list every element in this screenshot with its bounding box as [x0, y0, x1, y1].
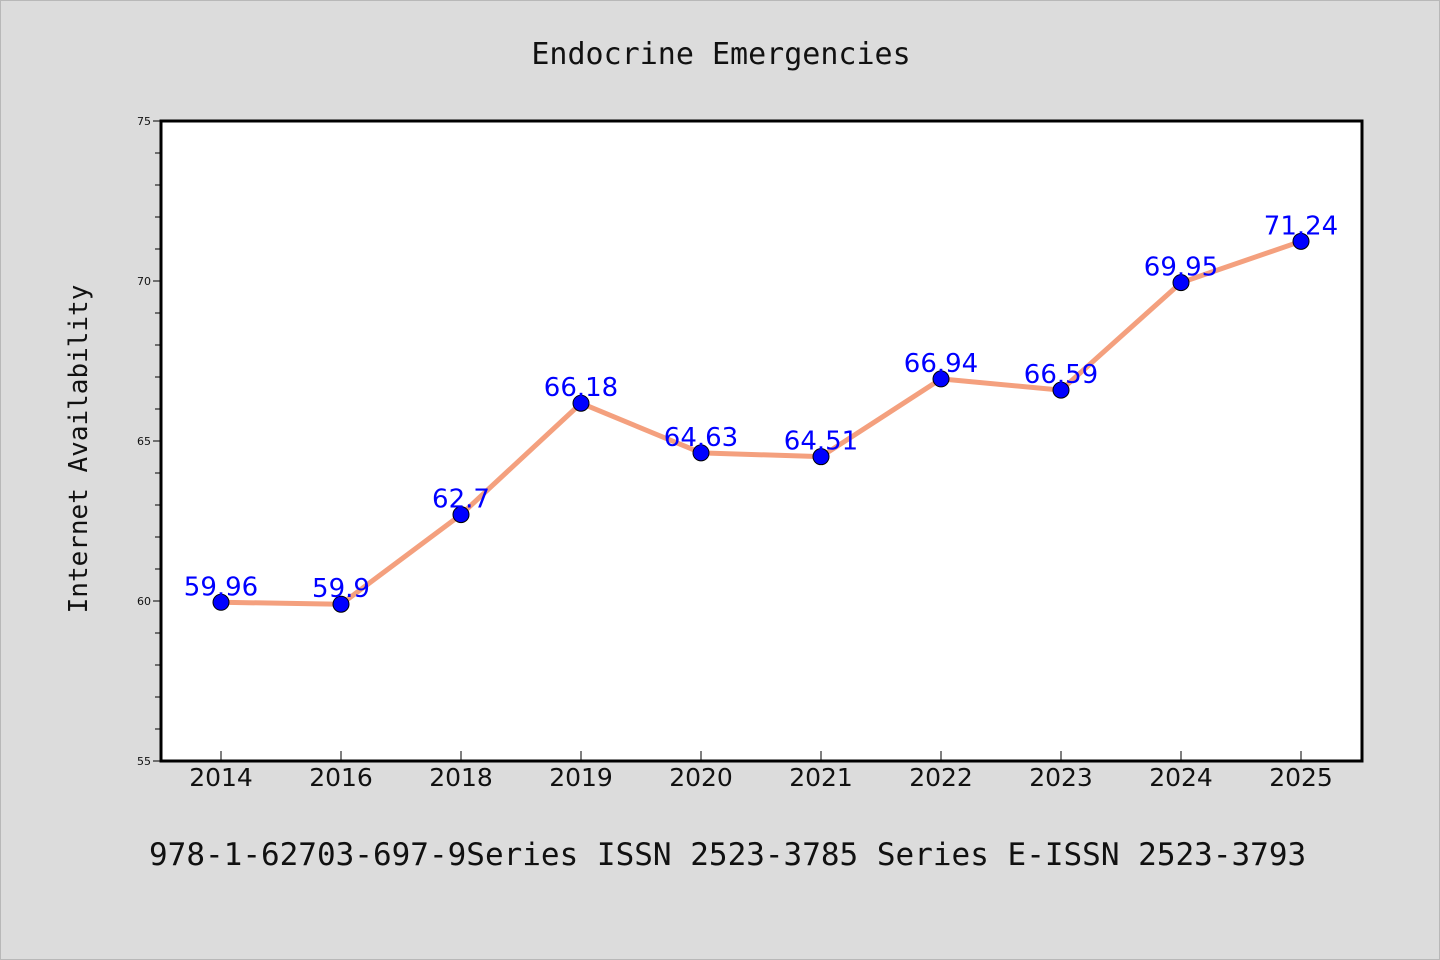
data-point-marker	[932, 370, 950, 388]
x-tick-label: 2014	[189, 763, 253, 792]
x-tick-label: 2025	[1269, 763, 1333, 792]
footer-identifier-text: 978-1-62703-697-9Series ISSN 2523-3785 S…	[149, 837, 1306, 873]
data-value-label: 66.59	[1024, 360, 1098, 390]
data-value-label: 66.18	[544, 373, 618, 403]
data-point-marker	[1052, 381, 1070, 399]
data-value-label: 59.96	[184, 572, 258, 602]
y-tick-label: 65	[137, 435, 151, 448]
y-axis: 55 60 65 70 75	[137, 115, 161, 768]
x-tick-label: 2024	[1149, 763, 1213, 792]
data-value-label: 62.7	[432, 485, 490, 515]
data-point-marker	[1292, 232, 1310, 250]
series-line	[218, 238, 1304, 607]
x-tick-label: 2019	[549, 763, 613, 792]
x-tick-label: 2020	[669, 763, 733, 792]
plot-area	[159, 119, 1364, 763]
series-group	[212, 232, 1310, 613]
data-value-label: 66.94	[904, 349, 978, 379]
data-point-marker	[332, 595, 350, 613]
y-tick-label: 70	[137, 275, 151, 288]
data-value-label: 71.24	[1264, 211, 1338, 241]
data-point-marker	[1172, 274, 1190, 292]
x-axis: 2014 2016 2018 2019 2020 2021 2022 2023 2024 2025	[189, 751, 1333, 792]
data-point-marker	[572, 394, 590, 412]
x-tick-label: 2021	[789, 763, 853, 792]
data-value-label: 64.51	[784, 427, 858, 457]
y-axis-label: Internet Availability	[64, 285, 94, 614]
y-tick-label: 60	[137, 595, 151, 608]
data-labels-group: 59.96 59.9 62.7 66.18 64.63 64.51 66.94 66.59 69…	[184, 211, 1338, 604]
data-point-marker	[452, 506, 470, 524]
x-tick-label: 2023	[1029, 763, 1093, 792]
data-point-marker	[212, 593, 230, 611]
data-point-marker	[812, 448, 830, 466]
x-tick-label: 2016	[309, 763, 373, 792]
data-value-label: 64.63	[664, 423, 738, 453]
x-tick-label: 2022	[909, 763, 973, 792]
data-point-marker	[692, 444, 710, 462]
y-tick-label: 75	[137, 115, 151, 128]
data-value-label: 69.95	[1144, 253, 1218, 283]
y-tick-label: 55	[137, 755, 151, 768]
x-tick-label: 2018	[429, 763, 493, 792]
chart-title: Endocrine Emergencies	[531, 37, 910, 72]
data-value-label: 59.9	[312, 574, 370, 604]
